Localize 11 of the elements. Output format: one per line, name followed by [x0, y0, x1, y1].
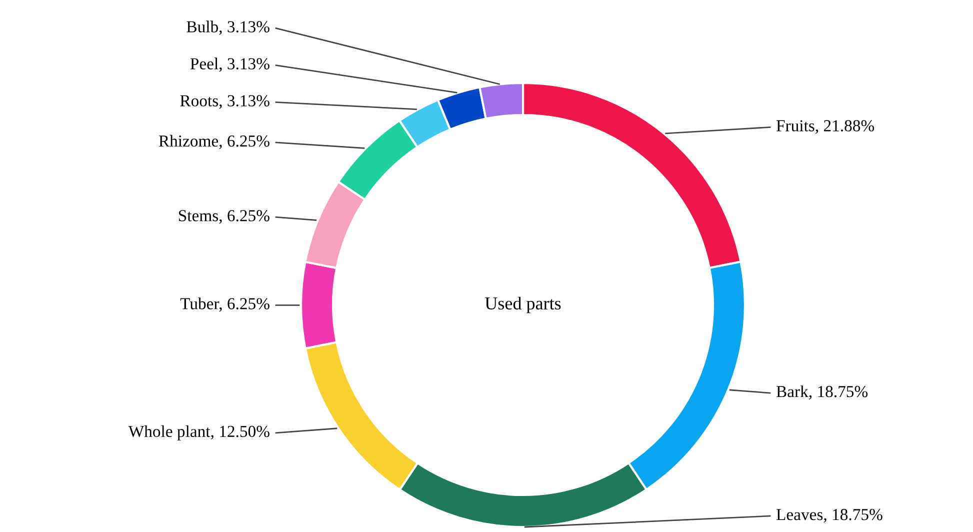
text: Used parts [485, 296, 561, 314]
slice-label: Bark, 18.75% [776, 385, 868, 400]
slice-label: Rhizome, 6.25% [158, 134, 270, 150]
slice-label: Whole plant, 12.50% [128, 425, 270, 440]
slice-label: Roots, 3.13% [180, 95, 270, 109]
slice-label: Stems, 6.25% [178, 210, 270, 224]
slice-label: Tuber, 6.25% [180, 298, 270, 312]
slice-label: Peel, 3.13% [190, 58, 270, 72]
slice-label: Fruits, 21.88% [776, 120, 874, 134]
slice-label: Leaves, 18.75% [776, 508, 882, 523]
slice-label: Bulb, 3.13% [186, 20, 270, 35]
